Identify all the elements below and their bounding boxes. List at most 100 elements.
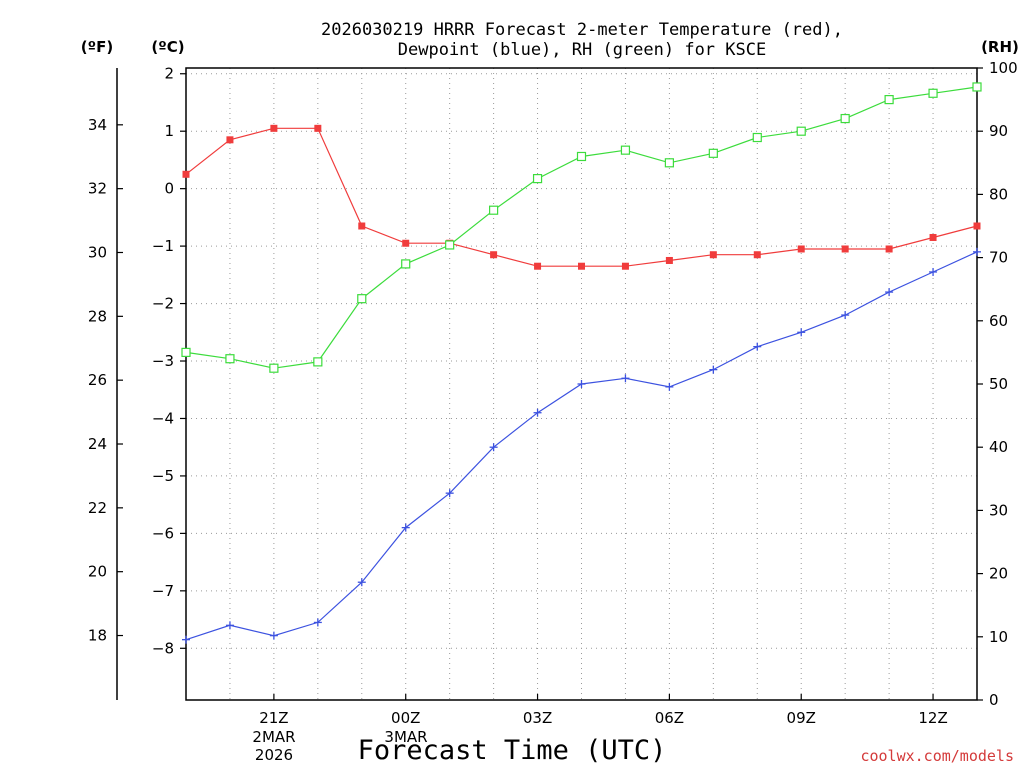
rh-point (532, 174, 543, 184)
rh-point (445, 240, 455, 250)
source-credit: coolwx.com/models (860, 747, 1014, 765)
rh-point (796, 126, 806, 136)
temperature-point (402, 239, 410, 247)
rh-tick-label: 50 (989, 375, 1008, 393)
rh-point (401, 259, 411, 269)
celsius-tick-label: −1 (152, 237, 174, 255)
dewpoint-point (401, 523, 410, 532)
rh-tick-label: 10 (989, 628, 1008, 646)
date-label-3mar: 3MAR (384, 728, 427, 746)
rh-point (972, 82, 982, 92)
x-axis-label: Forecast Time (UTC) (358, 735, 667, 766)
fahrenheit-tick-label: 18 (88, 627, 107, 645)
temperature-point (621, 262, 629, 270)
series-layer (181, 82, 982, 644)
dewpoint-point (269, 631, 278, 640)
rh-point (489, 205, 499, 215)
dewpoint-point (929, 267, 938, 276)
celsius-tick-label: −8 (152, 639, 174, 657)
celsius-unit-label: (ºC) (151, 38, 184, 56)
dewpoint-point (885, 288, 894, 297)
dewpoint-point (445, 489, 454, 498)
axes-layer: 210−1−2−3−4−5−6−7−8343230282624222018100… (88, 59, 1018, 727)
dewpoint-series-line (185, 251, 978, 641)
rh-point (313, 357, 323, 367)
fahrenheit-tick-label: 26 (88, 371, 107, 389)
rh-tick-label: 0 (989, 691, 999, 709)
temperature-point (665, 256, 673, 264)
chart-title-line2: Dewpoint (blue), RH (green) for KSCE (398, 40, 766, 60)
temperature-point (270, 124, 278, 132)
temperature-point (885, 245, 893, 253)
dewpoint-point (577, 380, 586, 388)
dewpoint-point (225, 621, 234, 630)
rh-tick-label: 100 (989, 59, 1018, 77)
celsius-tick-label: −3 (152, 352, 174, 370)
rh-point (269, 363, 279, 373)
rh-point (884, 94, 894, 105)
fahrenheit-tick-label: 22 (88, 499, 107, 517)
rh-point (840, 113, 850, 124)
rh-point (928, 88, 938, 98)
x-tick-label: 21Z (259, 709, 288, 727)
x-tick-label: 09Z (787, 709, 816, 727)
dewpoint-point (973, 247, 981, 256)
grid-layer (186, 68, 977, 700)
rh-tick-label: 70 (989, 249, 1008, 267)
temperature-point (534, 262, 542, 270)
celsius-tick-label: −7 (152, 582, 174, 600)
temperature-point (182, 170, 190, 178)
dewpoint-point (797, 328, 806, 337)
celsius-tick-label: −2 (152, 295, 174, 313)
dewpoint-point (621, 374, 630, 383)
fahrenheit-tick-label: 32 (88, 180, 107, 198)
dewpoint-point (709, 365, 718, 374)
rh-point (576, 151, 587, 162)
dewpoint-point (753, 342, 762, 351)
fahrenheit-tick-label: 20 (88, 563, 107, 581)
temperature-point (314, 124, 322, 132)
date-label-2mar: 2MAR (252, 728, 295, 746)
temperature-point (841, 245, 849, 253)
rh-point (664, 158, 674, 168)
rh-point (708, 148, 718, 158)
fahrenheit-tick-label: 34 (88, 116, 107, 134)
rh-point (225, 354, 235, 364)
dewpoint-point (533, 408, 542, 417)
dewpoint-point (357, 578, 366, 587)
temperature-point (753, 251, 761, 259)
rh-point (752, 132, 762, 143)
rh-tick-label: 40 (989, 438, 1008, 456)
temperature-point (797, 245, 805, 253)
rh-point (181, 347, 191, 357)
rh-tick-label: 80 (989, 185, 1008, 203)
celsius-tick-label: 0 (164, 180, 174, 198)
celsius-tick-label: −5 (152, 467, 174, 485)
x-tick-label: 06Z (655, 709, 684, 727)
rh-tick-label: 30 (989, 501, 1008, 519)
chart-title-line1: 2026030219 HRRR Forecast 2-meter Tempera… (321, 20, 843, 40)
temperature-point (358, 222, 366, 230)
temperature-point (490, 251, 498, 259)
x-tick-label: 12Z (918, 709, 947, 727)
x-tick-label: 03Z (523, 709, 552, 727)
temperature-point (578, 262, 585, 270)
celsius-tick-label: −4 (152, 409, 174, 427)
dewpoint-point (313, 618, 322, 627)
temperature-point (709, 251, 717, 259)
date-label-2026: 2026 (255, 746, 293, 764)
temperature-point (973, 222, 981, 230)
dewpoint-point (182, 635, 190, 644)
temperature-point (226, 136, 234, 144)
rh-tick-label: 20 (989, 565, 1008, 583)
x-tick-label: 00Z (391, 709, 420, 727)
dewpoint-point (489, 443, 498, 452)
rh-tick-label: 90 (989, 122, 1008, 140)
rh-tick-label: 60 (989, 312, 1008, 330)
celsius-tick-label: 1 (164, 122, 174, 140)
celsius-tick-label: 2 (164, 65, 174, 83)
rh-unit-label: (RH) (981, 38, 1019, 56)
temperature-point (929, 233, 937, 241)
dewpoint-point (665, 382, 674, 391)
